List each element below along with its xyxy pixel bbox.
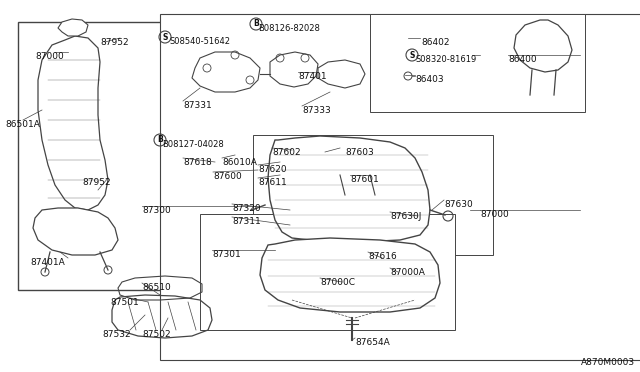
- Bar: [253, 135, 493, 255]
- Text: B08127-04028: B08127-04028: [162, 140, 224, 149]
- Text: 87603: 87603: [345, 148, 374, 157]
- Text: B: B: [253, 19, 259, 29]
- Bar: [200, 214, 455, 330]
- Polygon shape: [58, 19, 88, 36]
- Text: S08540-51642: S08540-51642: [170, 37, 231, 46]
- Text: 87333: 87333: [302, 106, 331, 115]
- Text: 87654A: 87654A: [355, 338, 390, 347]
- Text: 87630: 87630: [444, 200, 473, 209]
- Text: 87501: 87501: [110, 298, 139, 307]
- Text: 87602: 87602: [272, 148, 301, 157]
- Text: 87618: 87618: [183, 158, 212, 167]
- Text: 86501A: 86501A: [5, 120, 40, 129]
- Text: 87401: 87401: [298, 72, 326, 81]
- Text: 86402: 86402: [421, 38, 449, 47]
- Text: 87000A: 87000A: [390, 268, 425, 277]
- Text: 87320: 87320: [232, 204, 260, 213]
- Text: A870M0003: A870M0003: [581, 358, 635, 367]
- Text: 87300: 87300: [142, 206, 171, 215]
- Text: 87952: 87952: [82, 178, 111, 187]
- Text: 86400: 86400: [508, 55, 536, 64]
- Polygon shape: [268, 136, 430, 242]
- Bar: [370, 14, 585, 112]
- Polygon shape: [38, 36, 108, 210]
- Text: 87502: 87502: [142, 330, 171, 339]
- Text: B08126-82028: B08126-82028: [258, 24, 320, 33]
- Text: B: B: [157, 135, 163, 144]
- Text: 87301: 87301: [212, 250, 241, 259]
- Text: S: S: [163, 32, 168, 42]
- Bar: [18, 22, 173, 290]
- Text: 87630J: 87630J: [390, 212, 421, 221]
- Text: 87616: 87616: [368, 252, 397, 261]
- Text: 87600: 87600: [213, 172, 242, 181]
- Text: 87331: 87331: [183, 101, 212, 110]
- Text: 87311: 87311: [232, 217, 260, 226]
- Text: 87000: 87000: [35, 52, 64, 61]
- Text: 87611: 87611: [258, 178, 287, 187]
- Text: 86403: 86403: [415, 75, 444, 84]
- Text: 87532: 87532: [102, 330, 131, 339]
- Text: 87401A: 87401A: [30, 258, 65, 267]
- Polygon shape: [260, 238, 440, 312]
- Text: 87620: 87620: [258, 165, 287, 174]
- Text: S: S: [410, 51, 415, 60]
- Text: 87952: 87952: [100, 38, 129, 47]
- Text: S08320-81619: S08320-81619: [415, 55, 476, 64]
- Polygon shape: [33, 208, 118, 255]
- Text: 86010A: 86010A: [222, 158, 257, 167]
- Text: 87601: 87601: [350, 175, 379, 184]
- Polygon shape: [514, 20, 572, 72]
- Text: 87000C: 87000C: [320, 278, 355, 287]
- Text: 87000: 87000: [480, 210, 509, 219]
- Text: 86510: 86510: [142, 283, 171, 292]
